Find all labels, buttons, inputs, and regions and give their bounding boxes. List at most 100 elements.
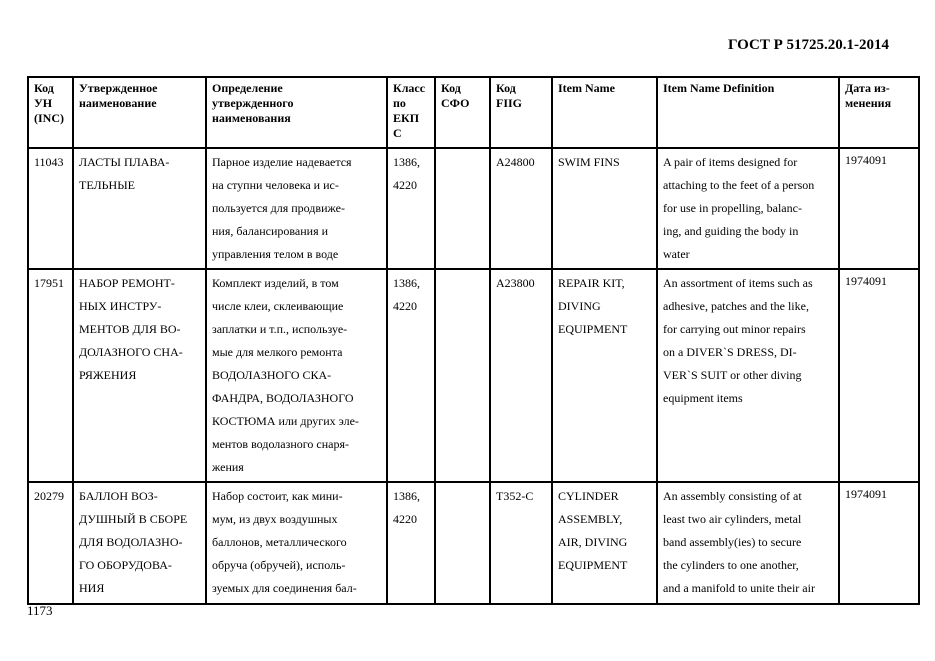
table-row: 17951 НАБОР РЕМОНТ- НЫХ ИНСТРУ- МЕНТОВ ДЛЯ … — [27, 268, 920, 483]
page-number: 1173 — [27, 603, 53, 618]
items-table: Код УН (INC) Утвержденное наименование Опреде… — [27, 76, 920, 605]
change-date-cell: 1974091 — [838, 481, 920, 605]
fiig-code-cell: A23800 — [489, 268, 553, 483]
cell-line: заплатки и т.п., используе- — [212, 322, 348, 336]
item-definition-cell: A pair of items designed for attaching to… — [656, 147, 840, 270]
cell-line: ДЛЯ ВОДОЛАЗНО- — [79, 535, 183, 549]
cell-line: Комплект изделий, в том — [212, 276, 339, 290]
item-name-cell: REPAIR KIT, DIVING EQUIPMENT — [551, 268, 658, 483]
cell-line: ТЕЛЬНЫЕ — [79, 178, 135, 192]
definition-cell: Парное изделие надевается на ступни челов… — [205, 147, 388, 270]
cell-line: A23800 — [496, 276, 535, 290]
header-line: СФО — [441, 96, 470, 110]
document-title: ГОСТ Р 51725.20.1-2014 — [727, 37, 889, 53]
header-item-name: Item Name — [551, 76, 658, 149]
inc-cell: 20279 — [27, 481, 74, 605]
item-name-cell: SWIM FINS — [551, 147, 658, 270]
cell-line: КОСТЮМА или других эле- — [212, 414, 359, 428]
cell-line: ing, and guiding the body in — [663, 224, 799, 238]
cell-line: 11043 — [34, 155, 64, 169]
fiig-code-cell: T352-C — [489, 481, 553, 605]
header-inc: Код УН (INC) — [27, 76, 74, 149]
table-row: 20279 БАЛЛОН ВОЗ- ДУШНЫЙ В СБОРЕ ДЛЯ ВОДОЛА… — [27, 481, 920, 605]
cell-line: баллонов, металлического — [212, 535, 347, 549]
cell-line: the cylinders to one another, — [663, 558, 799, 572]
header-line: Определение — [212, 81, 283, 95]
header-definition: Определение утвержденного наименования — [205, 76, 388, 149]
approved-name-cell: НАБОР РЕМОНТ- НЫХ ИНСТРУ- МЕНТОВ ДЛЯ ВО- ДО… — [72, 268, 207, 483]
header-line: наименования — [212, 111, 291, 125]
class-cell: 1386, 4220 — [386, 147, 436, 270]
header-line: Класс — [393, 81, 426, 95]
class-cell: 1386, 4220 — [386, 481, 436, 605]
cell-line: МЕНТОВ ДЛЯ ВО- — [79, 322, 181, 336]
approved-name-cell: БАЛЛОН ВОЗ- ДУШНЫЙ В СБОРЕ ДЛЯ ВОДОЛАЗНО- Г… — [72, 481, 207, 605]
cell-line: управления телом в воде — [212, 247, 339, 261]
header-change-date: Дата из-менения — [838, 76, 920, 149]
table-header-row: Код УН (INC) Утвержденное наименование Опреде… — [27, 76, 920, 149]
cell-line: обруча (обручей), исполь- — [212, 558, 346, 572]
fiig-code-cell: A24800 — [489, 147, 553, 270]
cell-line: 1386, — [393, 276, 420, 290]
header-sfo-code: Код СФО — [434, 76, 491, 149]
header-line: по — [393, 96, 406, 110]
cell-line: НЫХ ИНСТРУ- — [79, 299, 162, 313]
cell-line: 17951 — [34, 276, 64, 290]
table-row: 11043 ЛАСТЫ ПЛАВА- ТЕЛЬНЫЕ Парное изделие н… — [27, 147, 920, 270]
cell-line: T352-C — [496, 489, 534, 503]
cell-line: зуемых для соединения бал- — [212, 581, 357, 595]
header-approved-name: Утвержденное наименование — [72, 76, 207, 149]
cell-line: A pair of items designed for — [663, 155, 798, 169]
cell-line: жения — [212, 460, 244, 474]
sfo-code-cell — [434, 481, 491, 605]
cell-line: ВОДОЛАЗНОГО СКА- — [212, 368, 332, 382]
cell-line: band assembly(ies) to secure — [663, 535, 802, 549]
header-line: Код — [441, 81, 461, 95]
cell-line: мум, из двух воздушных — [212, 512, 338, 526]
cell-line: мые для мелкого ремонта — [212, 345, 343, 359]
header-line: (INC) — [34, 111, 64, 125]
cell-line: 1386, — [393, 155, 420, 169]
cell-line: for carrying out minor repairs — [663, 322, 806, 336]
header-line: С — [393, 126, 402, 140]
cell-line: AIR, DIVING — [558, 535, 628, 549]
sfo-code-cell — [434, 268, 491, 483]
header-line: ЕКП — [393, 111, 420, 125]
header-line: Дата из- — [845, 81, 890, 95]
cell-line: 20279 — [34, 489, 64, 503]
cell-line: ЛАСТЫ ПЛАВА- — [79, 155, 170, 169]
cell-line: пользуется для продвиже- — [212, 201, 345, 215]
cell-line: Парное изделие надевается — [212, 155, 352, 169]
cell-line: attaching to the feet of a person — [663, 178, 815, 192]
sfo-code-cell — [434, 147, 491, 270]
cell-line: числе клеи, склеивающие — [212, 299, 344, 313]
header-line: УН — [34, 96, 53, 110]
cell-line: water — [663, 247, 690, 261]
cell-line: ФАНДРА, ВОДОЛАЗНОГО — [212, 391, 354, 405]
cell-line: VER`S SUIT or other diving — [663, 368, 802, 382]
cell-line: НАБОР РЕМОНТ- — [79, 276, 175, 290]
cell-line: EQUIPMENT — [558, 322, 628, 336]
cell-line: 1386, — [393, 489, 420, 503]
cell-line: 1974091 — [845, 487, 887, 501]
cell-line: ГО ОБОРУДОВА- — [79, 558, 172, 572]
header-line: Код — [496, 81, 516, 95]
header-fiig-code: Код FIIG — [489, 76, 553, 149]
cell-line: Набор состоит, как мини- — [212, 489, 343, 503]
change-date-cell: 1974091 — [838, 268, 920, 483]
cell-line: for use in propelling, balanc- — [663, 201, 802, 215]
class-cell: 1386, 4220 — [386, 268, 436, 483]
header-line: Item Name Definition — [663, 81, 775, 95]
cell-line: adhesive, patches and the like, — [663, 299, 809, 313]
cell-line: SWIM FINS — [558, 155, 620, 169]
cell-line: An assortment of items such as — [663, 276, 813, 290]
header-line: менения — [845, 96, 892, 110]
header-line: утвержденного — [212, 96, 294, 110]
cell-line: 1974091 — [845, 153, 887, 167]
cell-line: equipment items — [663, 391, 743, 405]
cell-line: ментов водолазного снаря- — [212, 437, 349, 451]
header-line: наименование — [79, 96, 157, 110]
cell-line: ния, балансирования и — [212, 224, 329, 238]
cell-line: on a DIVER`S DRESS, DI- — [663, 345, 797, 359]
change-date-cell: 1974091 — [838, 147, 920, 270]
